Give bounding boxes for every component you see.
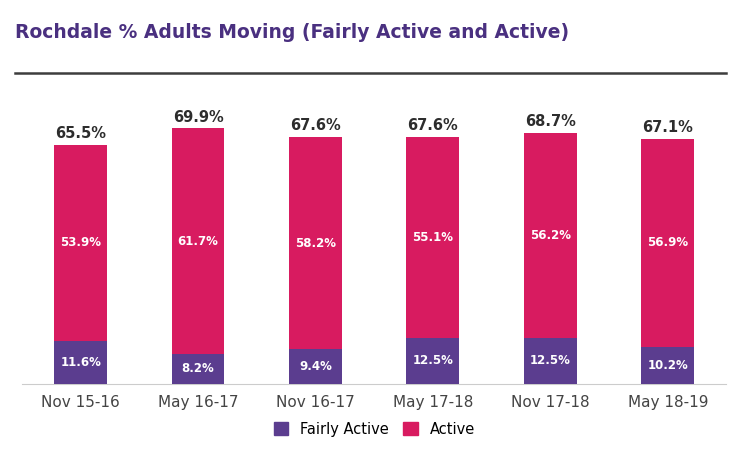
Bar [407,137,459,338]
Text: 11.6%: 11.6% [60,356,101,369]
Text: 56.2%: 56.2% [530,229,571,242]
Bar [172,128,225,354]
Bar [524,133,576,338]
Text: 61.7%: 61.7% [178,234,219,248]
Text: 58.2%: 58.2% [295,237,336,249]
Text: 67.6%: 67.6% [408,118,458,133]
Bar [54,145,107,341]
Text: Rochdale % Adults Moving (Fairly Active and Active): Rochdale % Adults Moving (Fairly Active … [15,23,569,43]
Text: 9.4%: 9.4% [299,360,332,373]
Bar [524,338,576,384]
Text: 53.9%: 53.9% [60,236,102,249]
Text: 55.1%: 55.1% [413,231,453,244]
Bar [289,350,342,384]
Bar [289,137,342,350]
Text: 65.5%: 65.5% [55,126,106,141]
Text: 69.9%: 69.9% [173,110,224,125]
Bar [642,139,694,346]
Text: 8.2%: 8.2% [182,362,214,375]
Legend: Fairly Active, Active: Fairly Active, Active [268,416,481,442]
Bar [407,338,459,384]
Text: 67.6%: 67.6% [290,118,341,133]
Bar [54,341,107,384]
Text: 67.1%: 67.1% [642,120,693,135]
Text: 68.7%: 68.7% [525,114,576,129]
Text: 12.5%: 12.5% [413,354,453,367]
Text: 56.9%: 56.9% [647,236,688,249]
Bar [642,346,694,384]
Text: 12.5%: 12.5% [530,354,571,367]
Bar [172,354,225,384]
Text: 10.2%: 10.2% [648,358,688,372]
